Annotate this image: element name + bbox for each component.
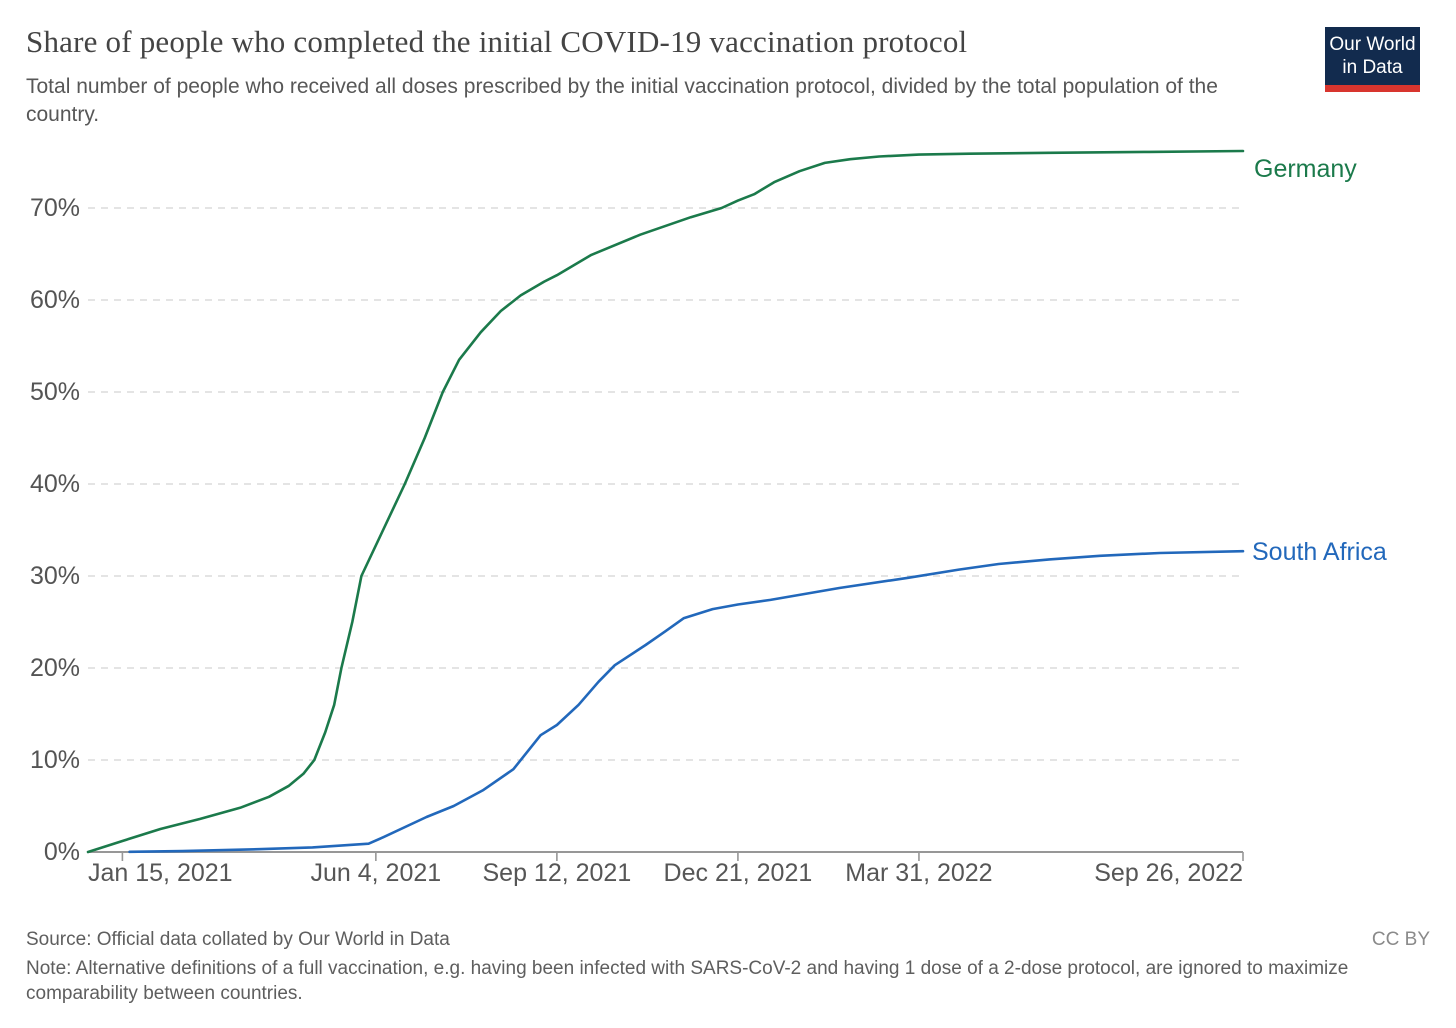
y-axis-label: 60% [29,286,80,314]
x-axis-label: Jan 15, 2021 [88,859,233,887]
series-line-south-africa[interactable] [128,549,1245,854]
x-axis-label: Dec 21, 2021 [663,859,813,887]
y-axis-label: 40% [29,470,80,498]
chart-title: Share of people who completed the initia… [26,24,968,59]
source-text: Source: Official data collated by Our Wo… [26,929,450,950]
y-axis-label: 10% [29,746,80,774]
chart-subtitle: Total number of people who received all … [26,75,1218,126]
y-axis-label: 30% [29,562,80,590]
series-label-south-africa[interactable]: South Africa [1252,538,1387,566]
owid-logo[interactable]: Our World in Data [1325,27,1420,92]
x-axis-label: Sep 12, 2021 [482,859,632,887]
y-axis-label: 70% [29,194,80,222]
y-axis-label: 50% [29,378,80,406]
owid-logo-stripe [1325,85,1420,92]
license-link[interactable]: CC BY [1371,929,1430,950]
owid-logo-text-line2: in Data [1342,57,1403,78]
owid-logo-text-line1: Our World [1329,34,1416,55]
x-axis-label: Sep 26, 2022 [1094,859,1243,887]
y-axis-label: 0% [43,838,80,866]
series-line-germany[interactable] [86,149,1245,854]
series-label-germany[interactable]: Germany [1254,155,1357,183]
plot-svg[interactable] [86,140,1250,866]
note-text: Note: Alternative definitions of a full … [26,958,1349,1004]
y-axis-label: 20% [29,654,80,682]
x-axis-label: Mar 31, 2022 [845,859,993,887]
x-axis-label: Jun 4, 2021 [310,859,442,887]
